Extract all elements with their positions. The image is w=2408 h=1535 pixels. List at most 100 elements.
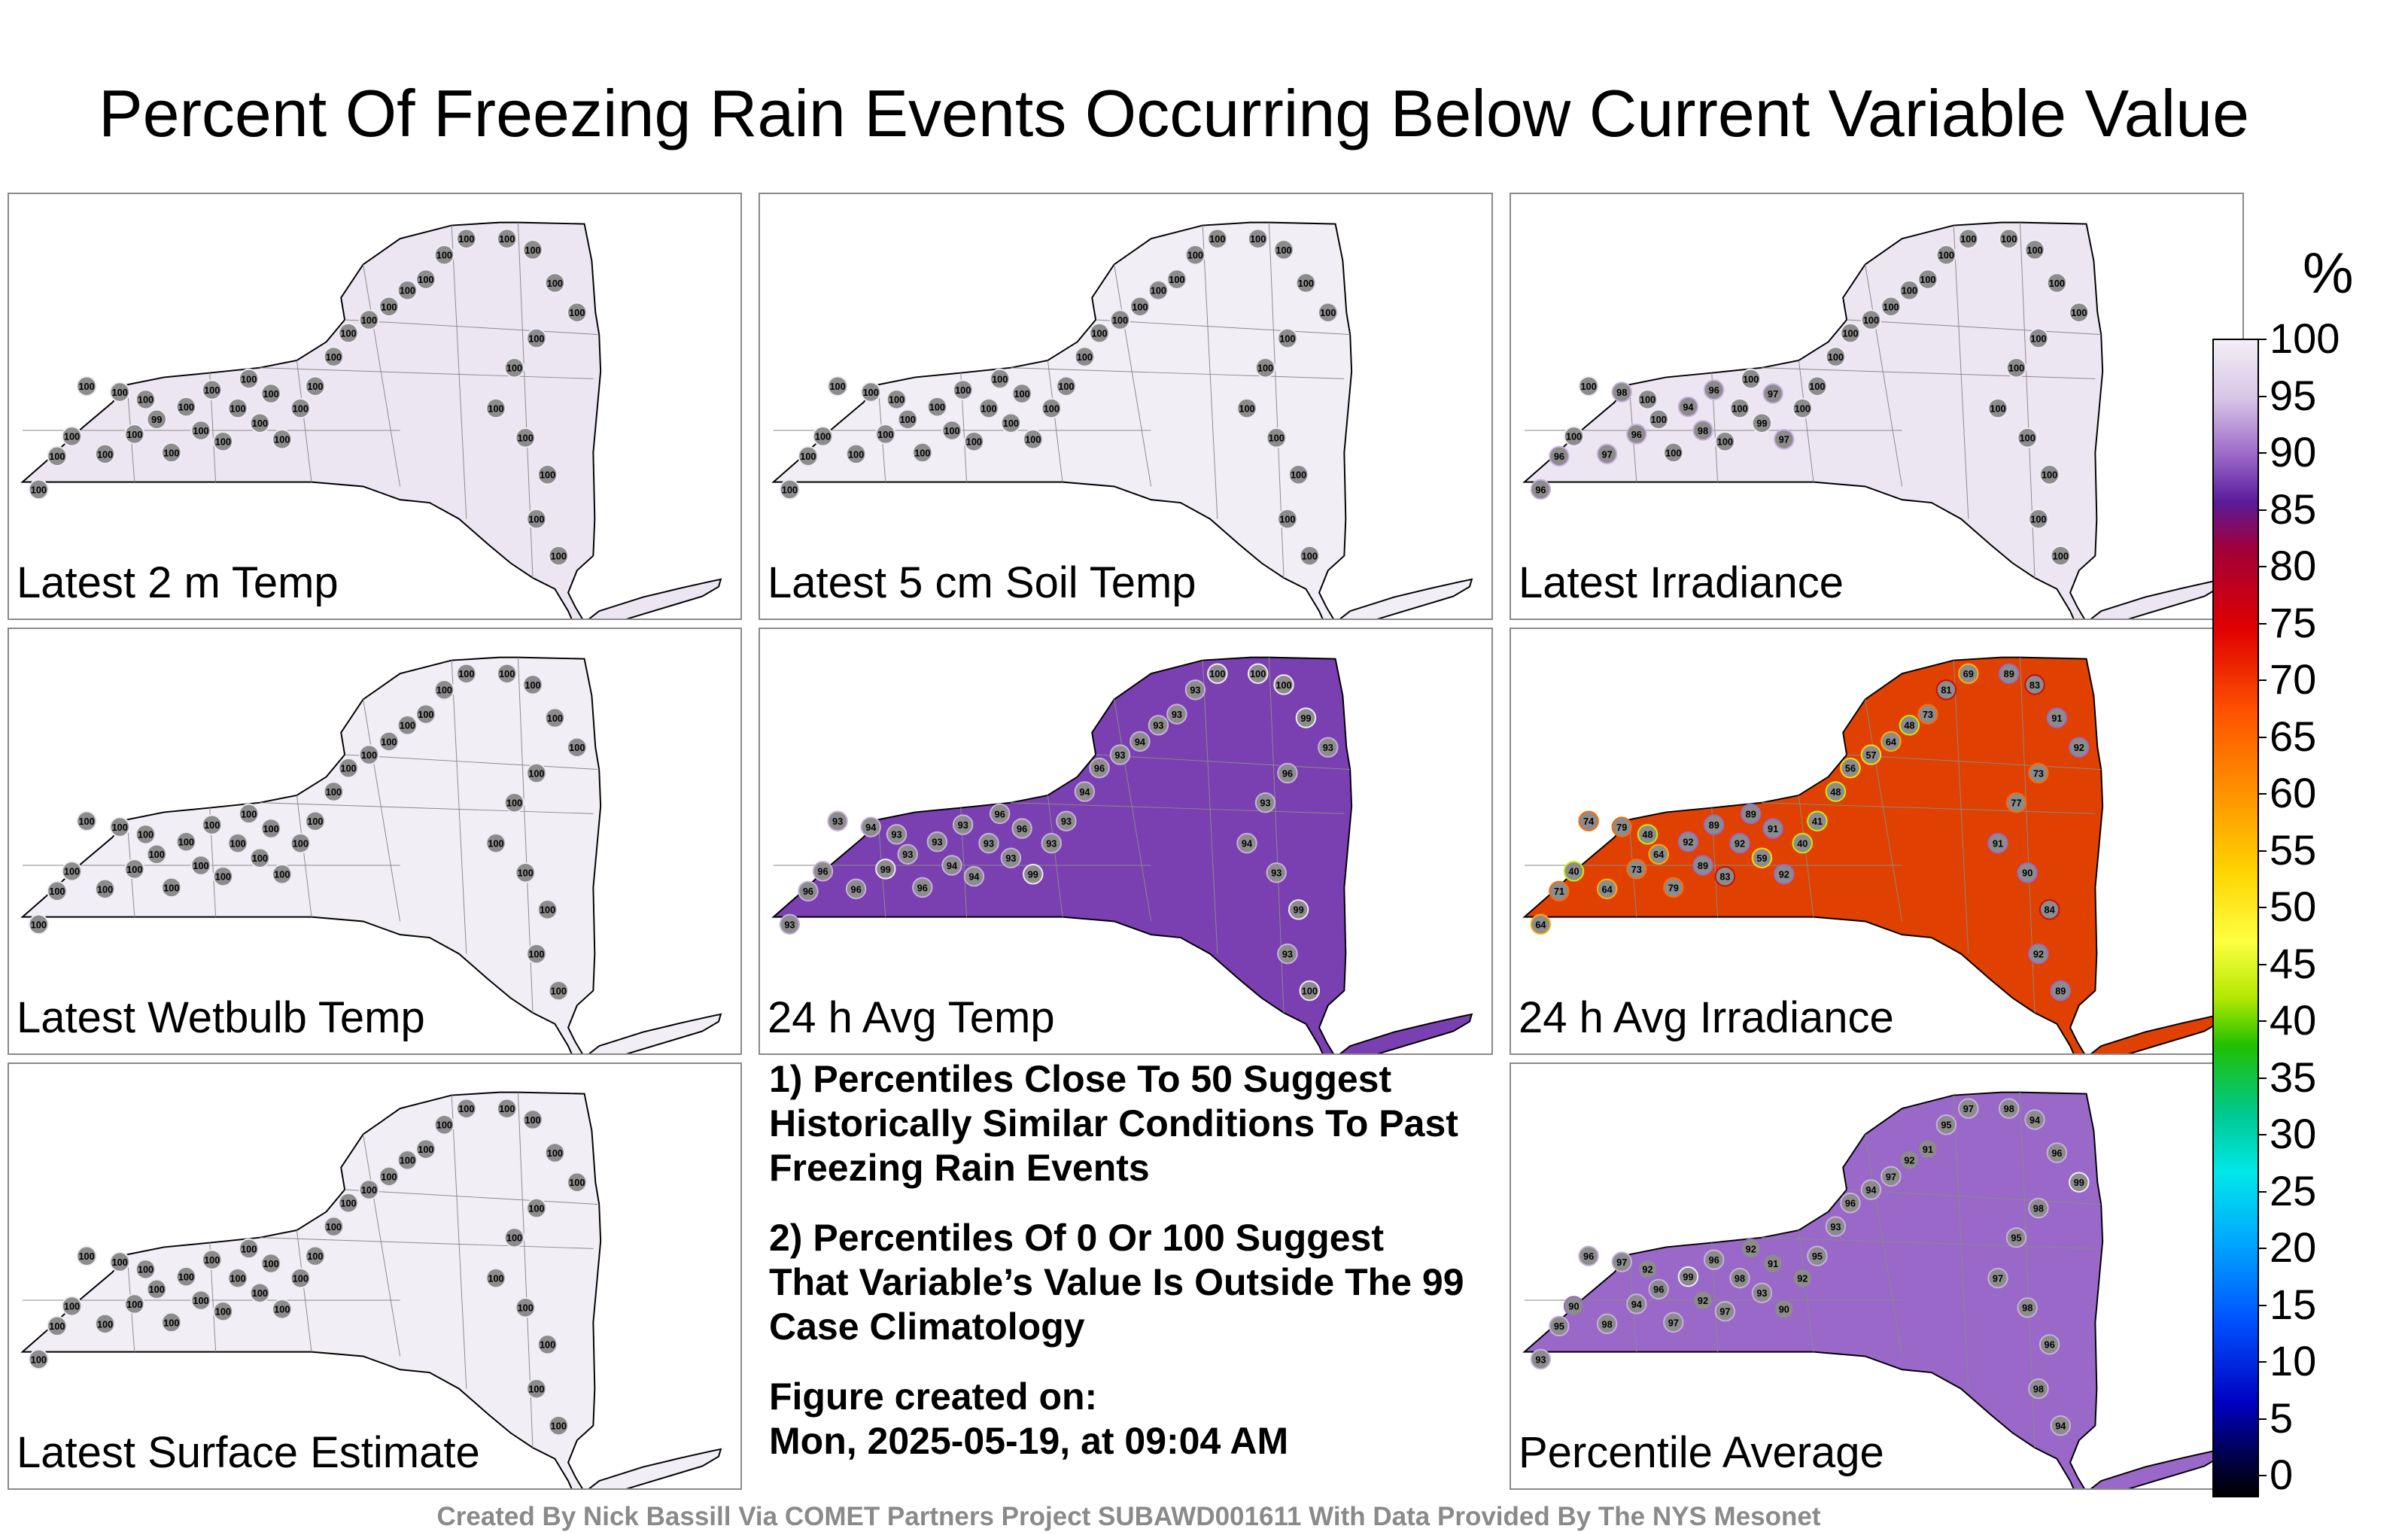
station-value: 100 xyxy=(528,514,544,525)
station-marker xyxy=(526,508,547,530)
station-marker xyxy=(544,272,566,293)
station-marker xyxy=(1247,663,1269,684)
station-value: 92 xyxy=(1904,1155,1914,1166)
station-marker xyxy=(1762,1253,1783,1274)
station-marker xyxy=(1236,397,1257,419)
station-value: 64 xyxy=(1886,736,1897,747)
station-value: 100 xyxy=(458,1103,474,1114)
station-marker xyxy=(1530,479,1552,500)
county-boundary xyxy=(363,699,401,922)
station-value: 100 xyxy=(1044,403,1060,415)
station-marker xyxy=(323,346,345,367)
station-value: 100 xyxy=(800,451,816,462)
station-marker xyxy=(124,424,145,445)
station-value: 100 xyxy=(815,431,831,442)
station-value: 100 xyxy=(1651,414,1667,425)
station-value: 100 xyxy=(361,749,377,761)
county-boundary xyxy=(1096,319,1351,336)
station-value: 100 xyxy=(944,425,959,436)
station-marker xyxy=(94,443,116,465)
station-value: 100 xyxy=(488,403,503,415)
station-marker xyxy=(190,420,211,441)
station-marker xyxy=(323,781,345,802)
station-value: 97 xyxy=(1719,1306,1730,1318)
station-value: 93 xyxy=(832,816,843,827)
station-marker xyxy=(290,397,312,419)
colorbar-tick-label: 5 xyxy=(2257,1394,2294,1442)
station-marker xyxy=(190,1290,211,1311)
state-outline xyxy=(20,1091,602,1488)
station-marker xyxy=(323,1216,345,1237)
station-marker xyxy=(2028,508,2049,530)
station-marker xyxy=(135,389,157,410)
station-value: 100 xyxy=(2026,245,2042,256)
station-marker xyxy=(503,357,525,378)
station-marker xyxy=(1899,280,1920,301)
station-marker xyxy=(1000,847,1022,868)
station-marker xyxy=(1740,368,1762,390)
station-value: 100 xyxy=(64,866,80,877)
station-value: 100 xyxy=(263,388,278,400)
station-value: 92 xyxy=(1779,869,1789,880)
station-value: 100 xyxy=(524,679,540,691)
station-marker xyxy=(952,379,974,400)
station-value: 77 xyxy=(2011,798,2021,809)
colorbar-tick-label: 70 xyxy=(2257,655,2317,703)
station-marker xyxy=(1549,1315,1570,1337)
county-boundary xyxy=(1865,1134,1903,1357)
station-marker xyxy=(1056,375,1077,397)
station-value: 94 xyxy=(2029,1114,2041,1126)
station-marker xyxy=(1295,272,1317,293)
county-boundary xyxy=(296,1230,312,1352)
county-boundary xyxy=(1798,795,1814,917)
station-value: 100 xyxy=(112,1257,128,1268)
station-value: 71 xyxy=(1554,886,1564,897)
station-marker xyxy=(2017,427,2038,448)
station-value: 94 xyxy=(1079,786,1090,798)
station-value: 100 xyxy=(547,713,563,724)
station-value: 100 xyxy=(64,1301,80,1312)
station-value: 93 xyxy=(902,849,913,860)
station-value: 100 xyxy=(499,233,515,245)
station-marker xyxy=(1166,704,1187,725)
station-value: 90 xyxy=(1779,1304,1789,1315)
station-marker xyxy=(305,375,326,397)
station-marker xyxy=(2039,464,2060,485)
station-marker xyxy=(290,832,312,854)
station-marker xyxy=(212,865,234,887)
station-marker xyxy=(2046,272,2068,293)
county-boundary xyxy=(345,754,600,771)
station-marker xyxy=(76,1245,97,1266)
station-value: 100 xyxy=(381,1171,397,1182)
station-value: 100 xyxy=(361,315,377,326)
county-boundary xyxy=(451,1095,467,1389)
station-value: 100 xyxy=(1091,328,1107,339)
state-map: 100 100 100 100 100 100 100 100 99 100 100 100 100 10… xyxy=(20,221,722,619)
station-marker xyxy=(2005,1226,2027,1248)
station-value: 100 xyxy=(528,333,544,344)
station-marker xyxy=(1729,1267,1750,1289)
station-value: 100 xyxy=(193,425,208,436)
station-value: 100 xyxy=(138,829,154,840)
station-value: 100 xyxy=(97,1318,113,1330)
station-marker xyxy=(272,1299,293,1320)
station-value: 96 xyxy=(2051,1147,2062,1159)
station-value: 100 xyxy=(1014,388,1029,400)
station-marker xyxy=(1626,859,1647,880)
station-marker xyxy=(926,831,948,853)
station-marker xyxy=(515,862,536,883)
station-value: 100 xyxy=(49,886,65,897)
station-marker xyxy=(1880,731,1902,752)
station-value: 100 xyxy=(900,414,916,425)
station-value: 100 xyxy=(78,1251,94,1262)
station-value: 100 xyxy=(326,1221,342,1233)
station-marker xyxy=(544,1142,566,1163)
station-marker xyxy=(1714,865,1736,887)
station-value: 100 xyxy=(829,381,845,392)
station-marker xyxy=(827,810,848,831)
station-value: 100 xyxy=(506,363,522,374)
station-marker xyxy=(1998,1098,2020,1119)
station-marker xyxy=(227,397,248,419)
station-marker xyxy=(1041,397,1063,419)
station-marker xyxy=(1184,245,1206,266)
